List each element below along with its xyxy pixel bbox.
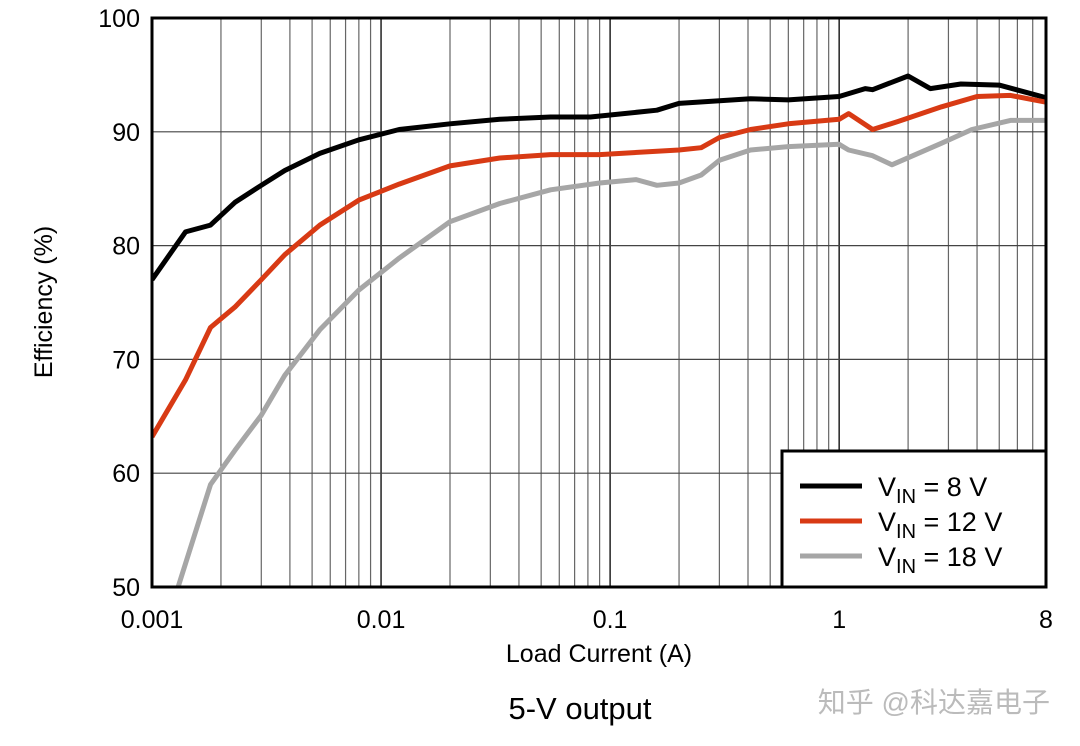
chart-caption: 5-V output bbox=[508, 691, 651, 726]
plot-frame bbox=[150, 16, 1048, 589]
series-line-0 bbox=[152, 73, 1046, 282]
x-tick-label: 8 bbox=[1039, 606, 1053, 634]
legend-label: VIN = 12 V bbox=[878, 507, 1002, 543]
x-tick-label: 0.1 bbox=[593, 606, 628, 634]
legend-label: VIN = 18 V bbox=[878, 542, 1002, 578]
x-tick-label: 0.001 bbox=[121, 606, 184, 634]
x-tick-label: 1 bbox=[832, 606, 846, 634]
y-tick-label: 90 bbox=[112, 119, 140, 147]
tick-labels: 0.001 0.01 0.1 1 8 50 60 70 80 90 100 bbox=[98, 5, 1053, 634]
y-tick-label: 80 bbox=[112, 233, 140, 261]
y-tick-label: 70 bbox=[112, 346, 140, 374]
y-tick-label: 50 bbox=[112, 574, 140, 602]
series-line-1 bbox=[152, 92, 1046, 439]
series-line-2 bbox=[175, 117, 1046, 587]
y-axis-label: Efficiency (%) bbox=[30, 226, 58, 378]
x-tick-label: 0.01 bbox=[357, 606, 406, 634]
legend-label: VIN = 8 V bbox=[878, 472, 987, 508]
watermark: 知乎 @科达嘉电子 bbox=[818, 687, 1050, 718]
y-tick-label: 100 bbox=[98, 5, 140, 33]
x-axis-label: Load Current (A) bbox=[506, 640, 692, 668]
y-tick-label: 60 bbox=[112, 460, 140, 488]
series-lines bbox=[152, 73, 1046, 587]
